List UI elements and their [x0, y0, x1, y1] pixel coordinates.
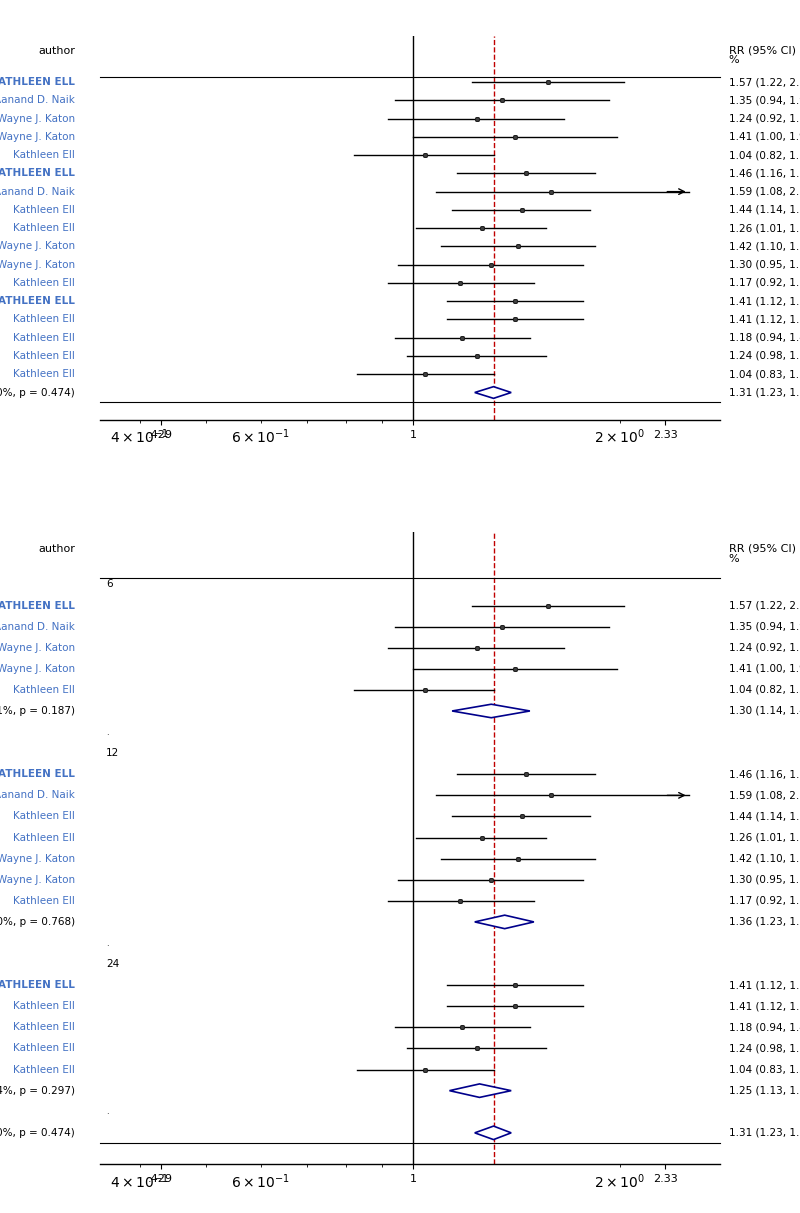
Text: RR (95% CI): RR (95% CI): [729, 543, 796, 553]
Text: 1.24 (0.92, 1.66): 1.24 (0.92, 1.66): [729, 643, 800, 653]
Text: 1.36 (1.23, 1.50): 1.36 (1.23, 1.50): [729, 917, 800, 927]
Text: Subtotal  (I-squared = 18.4%, p = 0.297): Subtotal (I-squared = 18.4%, p = 0.297): [0, 1086, 75, 1095]
Text: KATHLEEN ELL: KATHLEEN ELL: [0, 600, 75, 610]
Text: Subtotal  (I-squared = 35.1%, p = 0.187): Subtotal (I-squared = 35.1%, p = 0.187): [0, 706, 75, 716]
Text: 1.17 (0.92, 1.50): 1.17 (0.92, 1.50): [729, 896, 800, 906]
Text: Kathleen Ell: Kathleen Ell: [14, 1065, 75, 1075]
Text: 1.24 (0.98, 1.56): 1.24 (0.98, 1.56): [729, 1043, 800, 1053]
Text: 1.46 (1.16, 1.84): 1.46 (1.16, 1.84): [729, 169, 800, 178]
Text: 1.24 (0.92, 1.66): 1.24 (0.92, 1.66): [729, 114, 800, 124]
Text: 12: 12: [106, 748, 119, 758]
Text: 1.04 (0.83, 1.31): 1.04 (0.83, 1.31): [729, 1065, 800, 1075]
Text: 1.57 (1.22, 2.03): 1.57 (1.22, 2.03): [729, 600, 800, 610]
Text: 1.42 (1.10, 1.84): 1.42 (1.10, 1.84): [729, 241, 800, 251]
Text: 1.35 (0.94, 1.93): 1.35 (0.94, 1.93): [729, 96, 800, 106]
Text: Wayne J. Katon: Wayne J. Katon: [0, 664, 75, 673]
Text: 1.59 (1.08, 2.33): 1.59 (1.08, 2.33): [729, 791, 800, 801]
Text: 1.26 (1.01, 1.56): 1.26 (1.01, 1.56): [729, 832, 800, 843]
Text: 1.41 (1.12, 1.77): 1.41 (1.12, 1.77): [729, 1001, 800, 1012]
Text: Wayne J. Katon: Wayne J. Katon: [0, 260, 75, 269]
Text: Kathleen Ell: Kathleen Ell: [14, 832, 75, 843]
Text: Kathleen Ell: Kathleen Ell: [14, 1001, 75, 1012]
Text: Wayne J. Katon: Wayne J. Katon: [0, 875, 75, 884]
Text: Kathleen Ell: Kathleen Ell: [14, 685, 75, 695]
Text: 1.04 (0.83, 1.31): 1.04 (0.83, 1.31): [729, 369, 800, 380]
Text: 1.41 (1.12, 1.77): 1.41 (1.12, 1.77): [729, 980, 800, 990]
Text: Aanand D. Naik: Aanand D. Naik: [0, 96, 75, 106]
Text: Kathleen Ell: Kathleen Ell: [14, 1023, 75, 1032]
Text: Aanand D. Naik: Aanand D. Naik: [0, 791, 75, 801]
Text: .: .: [106, 1107, 109, 1116]
Text: Wayne J. Katon: Wayne J. Katon: [0, 114, 75, 124]
Text: 1.18 (0.94, 1.48): 1.18 (0.94, 1.48): [729, 332, 800, 343]
Text: Kathleen Ell: Kathleen Ell: [14, 314, 75, 324]
Text: 1.30 (0.95, 1.77): 1.30 (0.95, 1.77): [729, 260, 800, 269]
Text: 1.44 (1.14, 1.81): 1.44 (1.14, 1.81): [729, 811, 800, 821]
Text: 1.30 (1.14, 1.48): 1.30 (1.14, 1.48): [729, 706, 800, 716]
Text: Wayne J. Katon: Wayne J. Katon: [0, 854, 75, 864]
Text: 1.42 (1.10, 1.84): 1.42 (1.10, 1.84): [729, 854, 800, 864]
Text: 1.30 (0.95, 1.77): 1.30 (0.95, 1.77): [729, 875, 800, 884]
Polygon shape: [474, 915, 534, 929]
Text: author: author: [38, 46, 75, 56]
Text: Kathleen Ell: Kathleen Ell: [14, 896, 75, 906]
Text: Kathleen Ell: Kathleen Ell: [14, 811, 75, 821]
Text: .: .: [106, 939, 109, 947]
Text: 1.59 (1.08, 2.33): 1.59 (1.08, 2.33): [729, 187, 800, 197]
Text: 1.18 (0.94, 1.48): 1.18 (0.94, 1.48): [729, 1023, 800, 1032]
Text: Overall  (I-squared = 0.0%, p = 0.474): Overall (I-squared = 0.0%, p = 0.474): [0, 1128, 75, 1138]
Text: Kathleen Ell: Kathleen Ell: [14, 332, 75, 343]
Text: Wayne J. Katon: Wayne J. Katon: [0, 643, 75, 653]
Text: 1.57 (1.22, 2.03): 1.57 (1.22, 2.03): [729, 78, 800, 87]
Text: Kathleen Ell: Kathleen Ell: [14, 278, 75, 287]
Text: Wayne J. Katon: Wayne J. Katon: [0, 241, 75, 251]
Text: 1.24 (0.98, 1.56): 1.24 (0.98, 1.56): [729, 351, 800, 361]
Text: KATHLEEN ELL: KATHLEEN ELL: [0, 78, 75, 87]
Text: 1.41 (1.12, 1.77): 1.41 (1.12, 1.77): [729, 296, 800, 306]
Text: 1.25 (1.13, 1.39): 1.25 (1.13, 1.39): [729, 1086, 800, 1095]
Text: KATHLEEN ELL: KATHLEEN ELL: [0, 769, 75, 779]
Text: 1.31 (1.23, 1.39): 1.31 (1.23, 1.39): [729, 1128, 800, 1138]
Text: RR (95% CI): RR (95% CI): [729, 46, 796, 56]
Text: 1.04 (0.82, 1.31): 1.04 (0.82, 1.31): [729, 685, 800, 695]
Text: 6: 6: [106, 580, 113, 590]
Text: Kathleen Ell: Kathleen Ell: [14, 369, 75, 380]
Text: 1.35 (0.94, 1.93): 1.35 (0.94, 1.93): [729, 621, 800, 632]
Text: 1.31 (1.23, 1.39): 1.31 (1.23, 1.39): [729, 387, 800, 398]
Text: 1.26 (1.01, 1.56): 1.26 (1.01, 1.56): [729, 223, 800, 233]
Text: %: %: [729, 55, 739, 66]
Text: Subtotal  (I-squared = 0.0%, p = 0.768): Subtotal (I-squared = 0.0%, p = 0.768): [0, 917, 75, 927]
Text: .: .: [106, 728, 109, 736]
Text: Kathleen Ell: Kathleen Ell: [14, 351, 75, 361]
Text: Aanand D. Naik: Aanand D. Naik: [0, 187, 75, 197]
Text: 1.46 (1.16, 1.84): 1.46 (1.16, 1.84): [729, 769, 800, 779]
Text: 1.41 (1.12, 1.77): 1.41 (1.12, 1.77): [729, 314, 800, 324]
Text: Kathleen Ell: Kathleen Ell: [14, 223, 75, 233]
Text: KATHLEEN ELL: KATHLEEN ELL: [0, 296, 75, 306]
Text: 1.41 (1.00, 1.98): 1.41 (1.00, 1.98): [729, 132, 800, 142]
Text: 1.17 (0.92, 1.50): 1.17 (0.92, 1.50): [729, 278, 800, 287]
Text: 1.04 (0.82, 1.31): 1.04 (0.82, 1.31): [729, 150, 800, 160]
Polygon shape: [474, 387, 511, 398]
Text: %: %: [729, 554, 739, 564]
Text: 1.44 (1.14, 1.81): 1.44 (1.14, 1.81): [729, 205, 800, 215]
Text: KATHLEEN ELL: KATHLEEN ELL: [0, 169, 75, 178]
Text: Wayne J. Katon: Wayne J. Katon: [0, 132, 75, 142]
Polygon shape: [474, 1126, 511, 1139]
Text: Overall  (I-squared = 0.0%, p = 0.474): Overall (I-squared = 0.0%, p = 0.474): [0, 387, 75, 398]
Text: Kathleen Ell: Kathleen Ell: [14, 1043, 75, 1053]
Text: Kathleen Ell: Kathleen Ell: [14, 205, 75, 215]
Text: KATHLEEN ELL: KATHLEEN ELL: [0, 980, 75, 990]
Polygon shape: [452, 705, 530, 718]
Text: author: author: [38, 543, 75, 553]
Polygon shape: [450, 1084, 511, 1098]
Text: Aanand D. Naik: Aanand D. Naik: [0, 621, 75, 632]
Text: Kathleen Ell: Kathleen Ell: [14, 150, 75, 160]
Text: 24: 24: [106, 959, 119, 969]
Text: 1.41 (1.00, 1.98): 1.41 (1.00, 1.98): [729, 664, 800, 673]
